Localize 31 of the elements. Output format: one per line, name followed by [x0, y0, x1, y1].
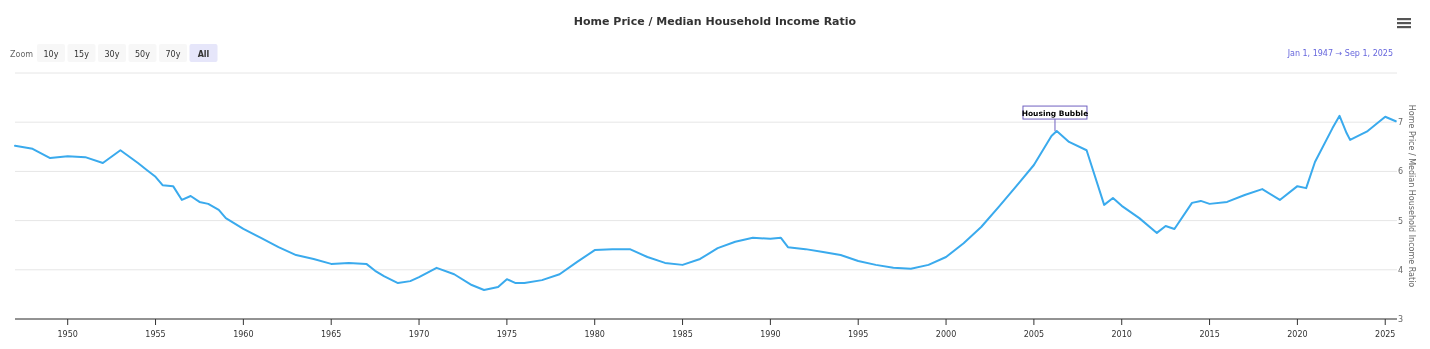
x-tick-label: 2025: [1375, 330, 1396, 339]
y-tick-label: 5: [1398, 216, 1404, 226]
chart-title: Home Price / Median Household Income Ratio: [573, 15, 857, 28]
x-tick-label: 1965: [321, 330, 342, 339]
zoom-button: All: [189, 44, 218, 62]
zoom-button: 10y: [37, 44, 65, 62]
y-tick-label: 6: [1398, 167, 1404, 177]
x-tick-label: 2010: [1111, 330, 1132, 339]
text: Zoom: [10, 50, 34, 59]
x-tick-label: 1990: [760, 330, 781, 339]
x-tick-label: 2015: [1199, 330, 1220, 339]
x-tick-label: 2005: [1023, 330, 1045, 339]
x-tick-label: 1995: [848, 330, 869, 339]
y-axis-title: Home Price / Median Household Income Ratio: [1407, 104, 1416, 288]
zoom-button: 30y: [98, 44, 126, 62]
zoom-button: 70y: [159, 44, 187, 62]
x-tick-label: 1985: [672, 330, 693, 339]
x-tick-label: 1975: [496, 330, 518, 339]
x-tick-label: 1970: [408, 330, 430, 339]
zoom-button: 50y: [128, 44, 157, 62]
y-tick-label: 3: [1398, 315, 1404, 324]
x-tick-label: 1950: [57, 330, 78, 339]
x-tick-label: 1955: [145, 330, 166, 339]
x-tick-label: 2020: [1287, 330, 1308, 339]
zoom-button: 15y: [67, 44, 96, 62]
x-tick-label: 1960: [233, 330, 254, 339]
text: Jan 1, 1947 → Sep 1, 2025: [1287, 49, 1393, 58]
y-tick-label: 4: [1398, 265, 1404, 275]
x-tick-label: 1980: [584, 330, 605, 339]
y-tick-label: 7: [1398, 118, 1404, 128]
x-tick-label: 2000: [935, 330, 957, 339]
